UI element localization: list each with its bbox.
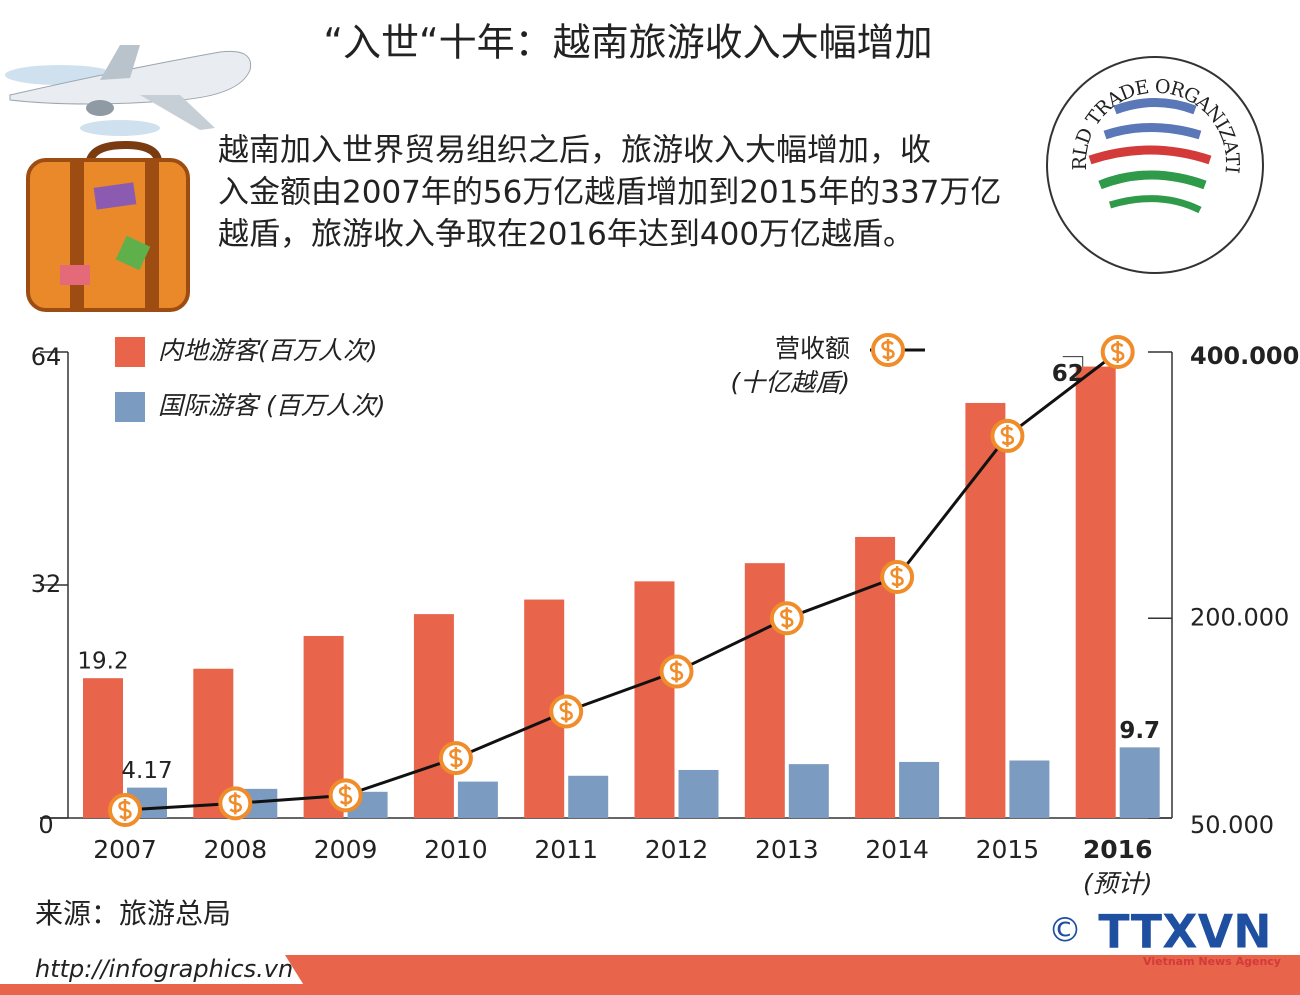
x-tick-label: 2014 xyxy=(865,835,929,864)
legend-swatch xyxy=(115,337,145,367)
bar xyxy=(899,761,940,818)
y2-tick-label: 50.000 xyxy=(1190,811,1274,839)
bar xyxy=(1009,760,1050,818)
description-line: 入金额由2007年的56万亿越盾增加到2015年的337万亿 xyxy=(218,175,1001,211)
bar xyxy=(788,764,829,818)
bar xyxy=(965,402,1006,818)
coin-symbol xyxy=(890,566,904,589)
bar xyxy=(1119,747,1160,818)
description-line: 越盾，旅游收入争取在2016年达到400万亿越盾。 xyxy=(218,217,914,253)
legend-swatch xyxy=(115,392,145,422)
agency-logo: TTXVN xyxy=(1098,905,1271,959)
legend-unit: (十亿越盾) xyxy=(730,368,850,397)
coin-symbol xyxy=(228,792,242,815)
coin-symbol xyxy=(669,660,684,683)
x-tick-label: 2015 xyxy=(976,835,1040,864)
y2-tick-label: 200.000 xyxy=(1190,603,1289,631)
bar xyxy=(457,781,498,818)
revenue-point xyxy=(549,694,584,729)
revenue-point xyxy=(328,778,363,813)
value-label: 4.17 xyxy=(121,758,172,784)
x-tick-label: 2016 xyxy=(1083,835,1153,864)
x-tick-label: 2007 xyxy=(93,835,157,864)
x-tick-label: 2013 xyxy=(755,835,819,864)
title: “入世“十年：越南旅游收入大幅增加 xyxy=(323,21,932,65)
source: 来源：旅游总局 xyxy=(35,897,231,930)
bar xyxy=(83,678,123,818)
x-tick-label: 2009 xyxy=(314,835,378,864)
legend-label: 内地游客(百万人次) xyxy=(158,336,378,365)
value-label: 19.2 xyxy=(77,649,128,675)
bar xyxy=(744,563,785,818)
legend-coin xyxy=(871,333,905,367)
bar xyxy=(568,775,609,818)
suitcase-illustration xyxy=(26,140,190,312)
y-tick-label: 0 xyxy=(38,811,53,839)
revenue-point xyxy=(769,601,804,636)
revenue-point xyxy=(659,654,694,689)
coin-symbol xyxy=(1111,341,1125,363)
x-tick-label: 2008 xyxy=(203,835,267,864)
value-label: 9.7 xyxy=(1119,718,1160,744)
description: 越南加入世界贸易组织之后，旅游收入大幅增加，收入金额由2007年的56万亿越盾增… xyxy=(218,133,1001,253)
url: http://infographics.vn xyxy=(35,955,293,983)
coin-symbol xyxy=(338,784,353,807)
coin-symbol xyxy=(780,607,794,630)
coin-symbol xyxy=(881,339,895,361)
coin-symbol xyxy=(449,747,463,770)
y-tick-label: 32 xyxy=(31,570,62,598)
x-tick-label: 2011 xyxy=(534,835,598,864)
bar xyxy=(678,769,719,818)
y-tick-label: 64 xyxy=(31,343,62,371)
plane-illustration xyxy=(5,45,252,136)
category-note: (预计) xyxy=(1083,869,1153,898)
revenue-point xyxy=(218,786,253,821)
legend-label: 国际游客 (百万人次) xyxy=(158,391,385,420)
copyright: © xyxy=(1048,911,1082,951)
agency-sub: Vietnam News Agency xyxy=(1143,955,1281,968)
bar xyxy=(1075,366,1116,818)
revenue-point xyxy=(880,560,915,595)
revenue-point xyxy=(1100,335,1135,369)
coin-symbol xyxy=(1000,424,1015,447)
revenue-point xyxy=(108,793,142,828)
coin-symbol xyxy=(118,799,132,822)
x-tick-label: 2010 xyxy=(424,835,488,864)
revenue-point xyxy=(990,418,1025,453)
coin-symbol xyxy=(559,700,573,723)
x-tick-label: 2012 xyxy=(645,835,709,864)
y2-tick-label: 400.000 xyxy=(1190,342,1299,370)
revenue-line xyxy=(124,350,1119,812)
footer-band xyxy=(285,955,1300,995)
leader-line xyxy=(1062,356,1084,367)
bar xyxy=(634,581,675,818)
bar xyxy=(413,614,454,818)
legend-label: 营收额 xyxy=(775,334,850,363)
revenue-point xyxy=(438,741,473,776)
description-line: 越南加入世界贸易组织之后，旅游收入大幅增加，收 xyxy=(218,133,931,169)
